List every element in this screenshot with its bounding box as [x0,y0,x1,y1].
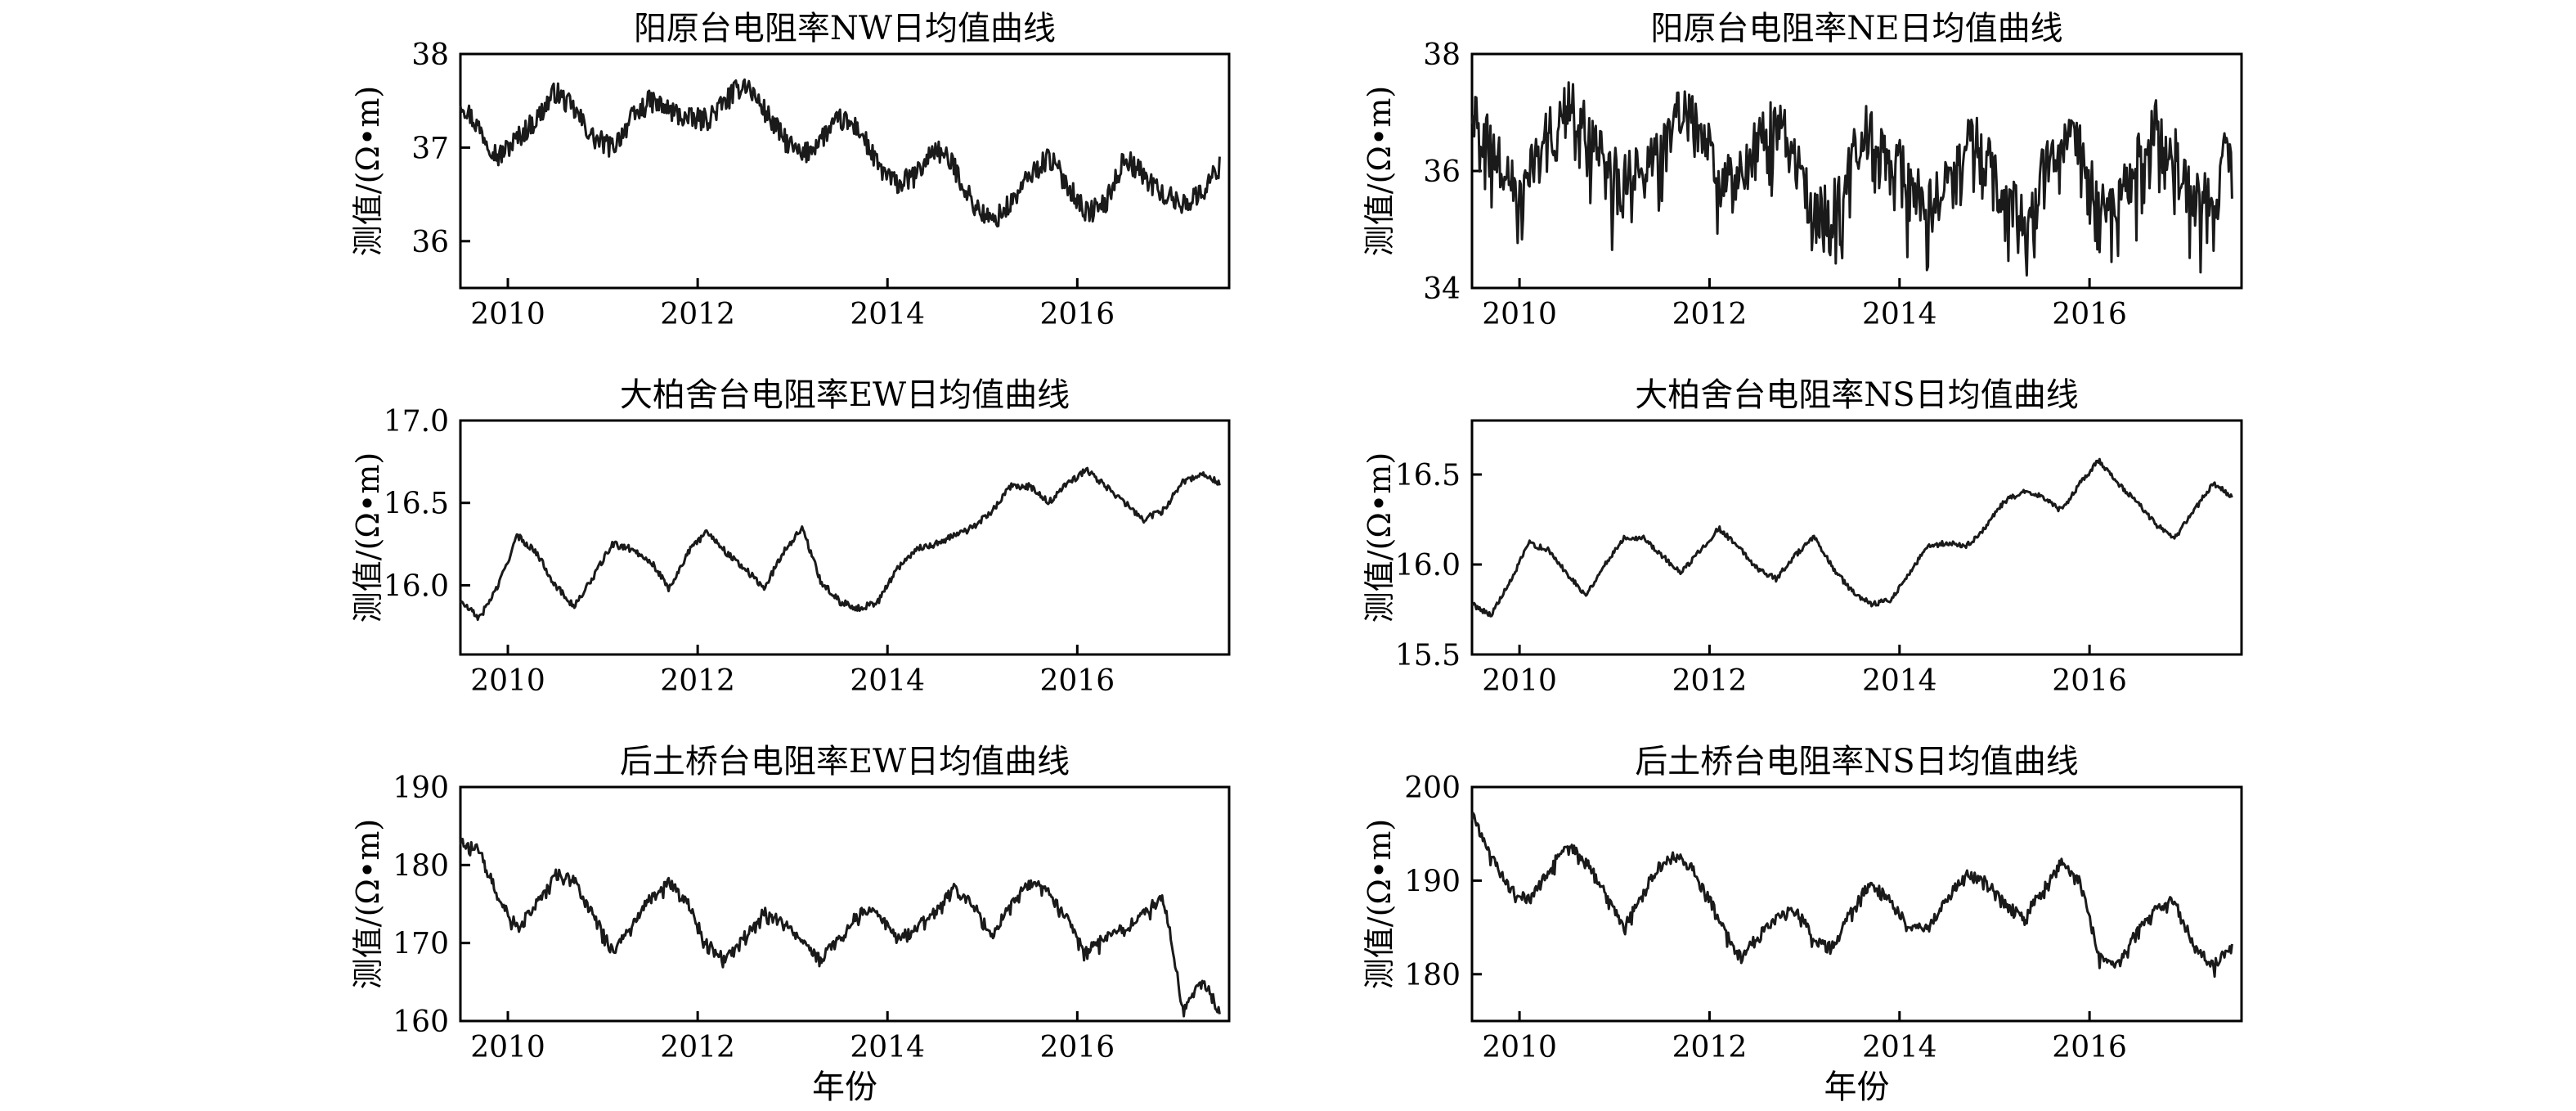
y-tick-label: 38 [411,38,449,72]
chart-panel-3: 大柏舍台电阻率EW日均值曲线 16.0 16.5 17.0 2010 2012 2014 20… [350,376,1231,698]
x-tick-label: 2016 [2052,298,2127,331]
chart-panel-4: 大柏舍台电阻率NS日均值曲线 15.5 16.0 16.5 2010 2012 2014 20… [1362,376,2243,698]
y-axis-label: 测值/(Ω•m) [1362,452,1398,623]
data-series-line [459,466,1221,621]
x-axis-label: 年份 [812,1068,877,1106]
y-tick-label: 16.0 [1395,549,1461,582]
x-tick-label: 2012 [660,1031,735,1064]
x-tick-label: 2014 [1862,298,1937,331]
y-tick-label: 16.0 [384,569,449,603]
x-tick-label: 2016 [1040,298,1115,331]
y-tick-label: 36 [411,226,449,259]
plot-frame [1470,785,2243,1023]
y-tick-label: 34 [1423,272,1461,306]
y-tick-label: 180 [393,849,449,883]
data-series-line [1471,457,2233,618]
x-tick-label: 2010 [470,664,545,698]
x-tick-label: 2012 [1672,1031,1748,1064]
x-tick-label: 2010 [470,1031,545,1064]
y-tick-label: 180 [1404,959,1461,992]
y-tick-label: 15.5 [1395,639,1461,672]
plot-frame [459,785,1231,1023]
x-tick-label: 2012 [660,298,735,331]
y-axis-label: 测值/(Ω•m) [350,86,386,256]
chart-title: 大柏舍台电阻率EW日均值曲线 [620,376,1070,414]
data-series-line [1470,812,2233,978]
chart-title: 大柏舍台电阻率NS日均值曲线 [1635,376,2078,414]
y-axis-label: 测值/(Ω•m) [1362,86,1398,256]
plot-frame [459,419,1231,656]
x-tick-label: 2012 [1672,664,1748,698]
chart-title: 后土桥台电阻率NS日均值曲线 [1635,743,2078,780]
x-tick-label: 2010 [470,298,545,331]
data-series-line [459,837,1221,1018]
y-tick-label: 16.5 [1395,459,1461,493]
x-tick-label: 2016 [1040,1031,1115,1064]
y-tick-label: 16.5 [384,488,449,521]
plot-frame [1470,419,2243,656]
x-axis-label: 年份 [1824,1068,1890,1106]
x-tick-label: 2014 [850,298,925,331]
x-tick-label: 2016 [2052,1031,2127,1064]
y-tick-label: 38 [1423,38,1461,72]
x-tick-label: 2010 [1482,298,1557,331]
y-axis-label: 测值/(Ω•m) [350,452,386,623]
x-tick-label: 2014 [1862,1031,1937,1064]
y-axis-label: 测值/(Ω•m) [1362,819,1398,989]
x-tick-label: 2012 [660,664,735,698]
y-axis-label: 测值/(Ω•m) [350,819,386,989]
chart-title: 后土桥台电阻率EW日均值曲线 [620,743,1070,780]
y-tick-label: 160 [393,1005,449,1039]
y-tick-label: 17.0 [384,405,449,439]
plot-frame [459,52,1231,290]
x-tick-label: 2014 [850,664,925,698]
chart-panel-6: 后土桥台电阻率NS日均值曲线 180 190 200 2010 2012 2014 2016 测… [1362,743,2243,1064]
y-tick-label: 37 [411,132,449,165]
chart-panel-2: 阳原台电阻率NE日均值曲线 34 36 38 2010 2012 2014 2016 测值/(Ω… [1362,10,2243,331]
x-tick-label: 2012 [1672,298,1748,331]
chart-title: 阳原台电阻率NE日均值曲线 [1650,10,2062,47]
chart-panel-1: 阳原台电阻率NW日均值曲线 36 37 38 2010 2012 2014 2016 测值/(Ω… [350,10,1231,331]
x-tick-label: 2016 [1040,664,1115,698]
data-series-line [459,78,1221,228]
y-tick-label: 200 [1404,771,1461,805]
x-tick-label: 2010 [1482,1031,1557,1064]
y-tick-label: 190 [1404,865,1461,898]
x-tick-label: 2014 [850,1031,925,1064]
x-tick-label: 2016 [2052,664,2127,698]
chart-title: 阳原台电阻率NW日均值曲线 [634,10,1056,47]
chart-panel-5: 后土桥台电阻率EW日均值曲线 160 170 180 190 2010 2012 2014 20… [350,743,1231,1064]
data-series-line [1470,81,2233,277]
y-tick-label: 190 [393,771,449,805]
y-tick-label: 170 [393,928,449,961]
x-tick-label: 2010 [1482,664,1557,698]
y-tick-label: 36 [1423,155,1461,189]
x-tick-label: 2014 [1862,664,1937,698]
